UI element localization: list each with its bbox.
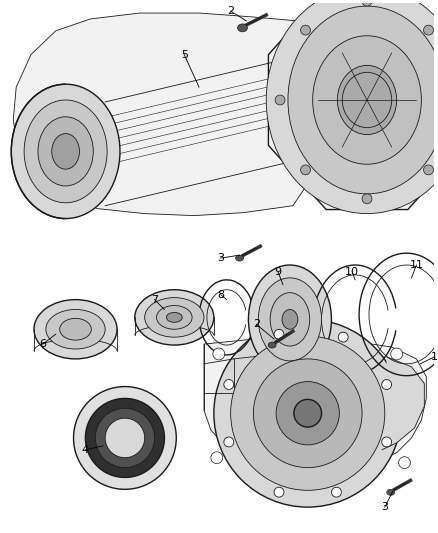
- Ellipse shape: [282, 310, 298, 329]
- Ellipse shape: [362, 194, 372, 204]
- Ellipse shape: [266, 0, 438, 214]
- Ellipse shape: [381, 437, 392, 447]
- Ellipse shape: [268, 342, 276, 348]
- Ellipse shape: [24, 100, 107, 203]
- Ellipse shape: [276, 382, 339, 445]
- Ellipse shape: [156, 305, 192, 329]
- Ellipse shape: [313, 36, 421, 164]
- Ellipse shape: [294, 399, 321, 427]
- Ellipse shape: [337, 66, 397, 134]
- Ellipse shape: [224, 437, 234, 447]
- Ellipse shape: [355, 86, 379, 114]
- Ellipse shape: [270, 293, 310, 346]
- Ellipse shape: [85, 399, 164, 478]
- Ellipse shape: [338, 332, 348, 342]
- Ellipse shape: [332, 487, 341, 497]
- Text: 2: 2: [227, 6, 234, 16]
- Ellipse shape: [11, 84, 120, 219]
- Text: 6: 6: [39, 339, 46, 349]
- Ellipse shape: [52, 134, 79, 169]
- Ellipse shape: [237, 24, 247, 32]
- Polygon shape: [268, 0, 438, 209]
- Text: 8: 8: [217, 289, 224, 300]
- Ellipse shape: [391, 348, 403, 360]
- Ellipse shape: [38, 117, 93, 186]
- Ellipse shape: [46, 310, 105, 349]
- Ellipse shape: [248, 265, 332, 374]
- Ellipse shape: [424, 25, 434, 35]
- Text: 1: 1: [431, 352, 438, 362]
- Ellipse shape: [224, 379, 234, 390]
- Ellipse shape: [399, 457, 410, 469]
- Ellipse shape: [300, 25, 311, 35]
- Ellipse shape: [213, 348, 225, 360]
- Ellipse shape: [274, 329, 284, 340]
- Ellipse shape: [105, 418, 145, 458]
- Ellipse shape: [343, 72, 392, 128]
- Ellipse shape: [275, 95, 285, 105]
- Polygon shape: [204, 339, 426, 471]
- Ellipse shape: [387, 489, 395, 495]
- Ellipse shape: [60, 318, 91, 340]
- Ellipse shape: [258, 278, 321, 361]
- Ellipse shape: [253, 359, 362, 467]
- Text: 3: 3: [217, 253, 224, 263]
- Text: 5: 5: [181, 50, 188, 60]
- Text: 11: 11: [410, 260, 424, 270]
- Text: 2: 2: [253, 319, 260, 329]
- Ellipse shape: [288, 6, 438, 194]
- Text: 3: 3: [381, 502, 389, 512]
- Ellipse shape: [231, 336, 385, 490]
- Polygon shape: [13, 11, 422, 216]
- Ellipse shape: [211, 452, 223, 464]
- Ellipse shape: [424, 165, 434, 175]
- Polygon shape: [382, 357, 424, 450]
- Ellipse shape: [274, 487, 284, 497]
- Text: 4: 4: [82, 445, 89, 455]
- Ellipse shape: [95, 408, 155, 467]
- Text: 7: 7: [151, 295, 158, 304]
- Ellipse shape: [300, 165, 311, 175]
- Ellipse shape: [74, 386, 176, 489]
- Text: 9: 9: [275, 267, 282, 277]
- Ellipse shape: [166, 312, 182, 322]
- Ellipse shape: [135, 290, 214, 345]
- Text: 10: 10: [345, 267, 359, 277]
- Ellipse shape: [214, 319, 402, 507]
- Ellipse shape: [236, 255, 244, 261]
- Ellipse shape: [362, 0, 372, 6]
- Ellipse shape: [34, 300, 117, 359]
- Ellipse shape: [145, 297, 204, 337]
- Ellipse shape: [381, 379, 392, 390]
